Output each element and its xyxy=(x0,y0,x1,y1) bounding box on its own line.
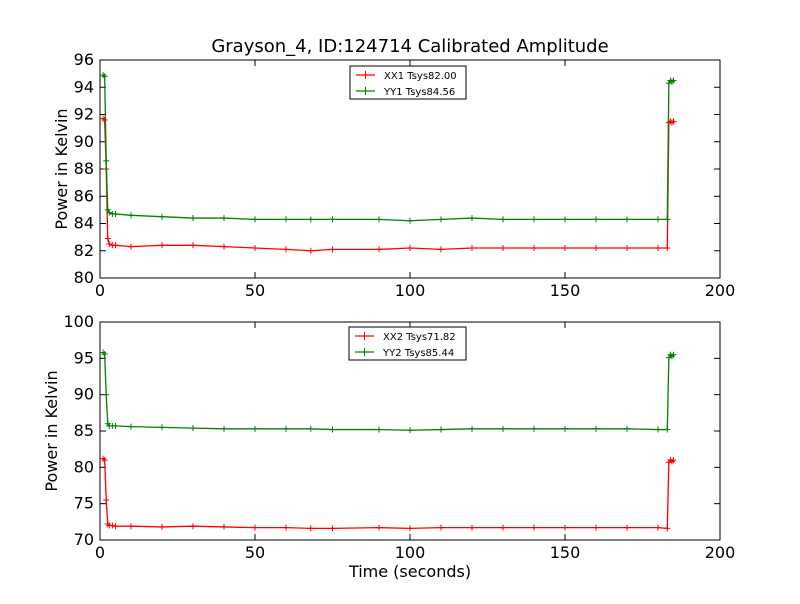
y-tick-label-2-5: 90 xyxy=(74,385,94,404)
x-tick-label-2-5: 200 xyxy=(705,543,736,562)
x-tick-label-1-4: 150 xyxy=(550,281,581,300)
y-tick-label-1-4: 86 xyxy=(74,186,94,205)
y-tick-label-1-8: 94 xyxy=(74,77,94,96)
legend-box-2 xyxy=(348,326,467,361)
y-axis-label-2: Power in Kelvin xyxy=(42,370,61,491)
x-tick-label-2-3: 100 xyxy=(395,543,426,562)
y-tick-label-1-7: 92 xyxy=(74,105,94,124)
y-tick-label-2-4: 85 xyxy=(74,421,94,440)
x-tick-label-1-2: 50 xyxy=(245,281,265,300)
y-tick-label-2-3: 80 xyxy=(74,457,94,476)
y-axis-label-1: Power in Kelvin xyxy=(52,108,71,229)
legend-box-1 xyxy=(349,65,467,100)
y-tick-label-2-1: 70 xyxy=(74,530,94,549)
x-tick-label-2-2: 50 xyxy=(245,543,265,562)
series-line-2-1 xyxy=(102,458,674,530)
series-line-2-2 xyxy=(102,352,674,431)
legend-label-2-1: XX2 Tsys71.82 xyxy=(383,332,456,343)
y-tick-label-2-7: 100 xyxy=(63,312,94,331)
y-tick-label-1-3: 84 xyxy=(74,214,94,233)
legend-label-1-2: YY1 Tsys84.56 xyxy=(383,87,455,98)
legend-label-1-1: XX1 Tsys82.00 xyxy=(384,71,457,82)
y-tick-label-1-1: 80 xyxy=(74,268,94,287)
chart-title: Grayson_4, ID:124714 Calibrated Amplitud… xyxy=(211,36,608,57)
y-tick-label-1-6: 90 xyxy=(74,132,94,151)
x-tick-label-1-1: 0 xyxy=(95,281,105,300)
y-tick-label-1-5: 88 xyxy=(74,159,94,178)
x-tick-label-1-3: 100 xyxy=(395,281,426,300)
y-tick-label-2-6: 95 xyxy=(74,348,94,367)
legend-label-2-2: YY2 Tsys85.44 xyxy=(382,348,454,359)
x-tick-label-2-4: 150 xyxy=(550,543,581,562)
x-tick-label-2-1: 0 xyxy=(95,543,105,562)
x-axis-label-2: Time (seconds) xyxy=(348,562,471,581)
series-line-1-1 xyxy=(102,118,674,252)
y-tick-label-1-2: 82 xyxy=(74,241,94,260)
y-tick-label-2-2: 75 xyxy=(74,494,94,513)
x-tick-label-1-5: 200 xyxy=(705,281,736,300)
y-tick-label-1-9: 96 xyxy=(74,50,94,69)
